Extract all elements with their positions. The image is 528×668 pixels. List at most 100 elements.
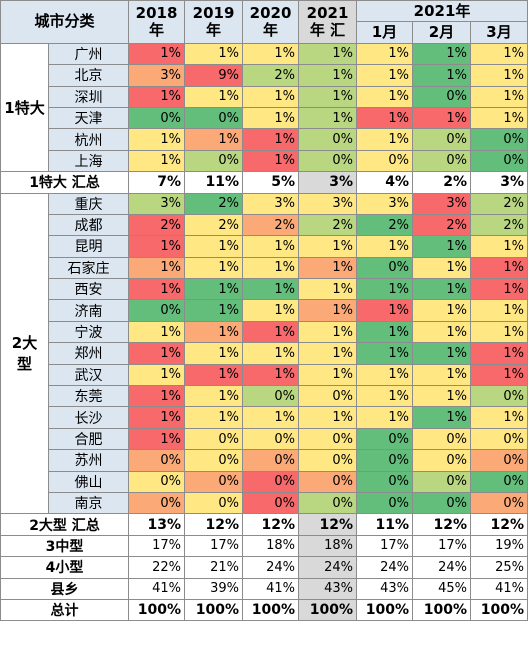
value-cell: 1% — [356, 385, 414, 408]
value-cell: 17% — [128, 534, 186, 558]
value-cell: 41% — [470, 577, 528, 600]
value-cell: 1% — [412, 320, 472, 344]
value-cell: 1% — [184, 342, 244, 365]
value-cell: 18% — [242, 534, 300, 558]
value-cell: 1% — [128, 149, 186, 173]
value-cell: 1% — [412, 406, 472, 429]
value-cell: 1% — [412, 64, 472, 87]
value-cell: 1% — [298, 64, 358, 87]
value-cell: 1% — [356, 106, 414, 130]
value-cell: 1% — [356, 406, 414, 429]
value-cell: 1% — [184, 406, 244, 429]
value-cell: 5% — [242, 171, 300, 194]
subtotal-label: 1特大 汇总 — [0, 171, 130, 194]
value-cell: 1% — [128, 385, 186, 408]
value-cell: 1% — [298, 320, 358, 344]
header-cell: 2020 年 — [242, 0, 300, 44]
value-cell: 1% — [128, 363, 186, 387]
summary-row: 3中型 17% 17% 18% 18% 17% 17% 19% — [0, 534, 528, 558]
value-cell: 1% — [184, 299, 244, 322]
heatmap-table: 城市分类 2018 年 2019 年 2020 年 2021 年 汇 2021年 1月 2月 3… — [0, 0, 528, 622]
value-cell: 12% — [412, 513, 472, 536]
subtotal-row: 1特大 汇总 7% 11% 5% 3% 4% 2% 3% — [0, 171, 528, 194]
group-label: 1特大 — [0, 42, 49, 173]
city-label: 上海 — [47, 149, 130, 173]
value-cell: 3% — [412, 192, 472, 215]
city-label: 西安 — [47, 278, 130, 301]
value-cell: 13% — [128, 513, 186, 536]
city-label: 郑州 — [47, 342, 130, 365]
value-cell: 1% — [184, 320, 244, 344]
value-cell: 0% — [470, 128, 528, 151]
value-cell: 0% — [412, 470, 472, 493]
city-label: 济南 — [47, 299, 130, 322]
city-label: 武汉 — [47, 363, 130, 387]
value-cell: 1% — [470, 42, 528, 66]
value-cell: 41% — [242, 577, 300, 600]
value-cell: 1% — [470, 299, 528, 322]
value-cell: 1% — [298, 85, 358, 108]
value-cell: 1% — [184, 42, 244, 66]
value-cell: 0% — [412, 128, 472, 151]
group-label: 2大 型 — [0, 192, 49, 515]
summary-label: 3中型 — [0, 534, 130, 558]
subtotal-row: 2大型 汇总 13% 12% 12% 12% 11% 12% 12% — [0, 513, 528, 536]
data-row: 北京 3% 9% 2% 1% 1% 1% 1% — [1, 64, 528, 87]
value-cell: 0% — [128, 449, 186, 472]
value-cell: 0% — [242, 385, 300, 408]
data-row: 东莞 1% 1% 0% 0% 1% 1% 0% — [1, 385, 528, 408]
value-cell: 1% — [470, 256, 528, 280]
city-label: 昆明 — [47, 235, 130, 258]
value-cell: 1% — [128, 85, 186, 108]
value-cell: 41% — [128, 577, 186, 600]
value-cell: 1% — [242, 149, 300, 173]
value-cell: 3% — [470, 171, 528, 194]
city-label: 杭州 — [47, 128, 130, 151]
data-row: 长沙 1% 1% 1% 1% 1% 1% 1% — [1, 406, 528, 429]
value-cell: 9% — [184, 64, 244, 87]
value-cell: 0% — [242, 470, 300, 493]
value-cell: 1% — [242, 299, 300, 322]
value-cell: 1% — [470, 363, 528, 387]
value-cell: 7% — [128, 171, 186, 194]
value-cell: 1% — [356, 299, 414, 322]
value-cell: 100% — [356, 598, 414, 622]
value-cell: 1% — [298, 406, 358, 429]
header-row: 1月 2月 3月 — [1, 21, 528, 44]
value-cell: 1% — [242, 406, 300, 429]
city-label: 重庆 — [47, 192, 130, 215]
value-cell: 100% — [412, 598, 472, 622]
value-cell: 1% — [298, 299, 358, 322]
value-cell: 1% — [242, 106, 300, 130]
value-cell: 0% — [184, 449, 244, 472]
value-cell: 3% — [128, 64, 186, 87]
header-row: 城市分类 2018 年 2019 年 2020 年 2021 年 汇 2021年 — [0, 0, 528, 44]
value-cell: 1% — [242, 342, 300, 365]
value-cell: 24% — [298, 556, 358, 579]
value-cell: 1% — [298, 235, 358, 258]
city-label: 北京 — [47, 64, 130, 87]
value-cell: 1% — [242, 320, 300, 344]
value-cell: 0% — [470, 149, 528, 173]
value-cell: 0% — [242, 427, 300, 451]
value-cell: 0% — [298, 470, 358, 493]
data-row: 苏州 0% 0% 0% 0% 0% 0% 0% — [1, 449, 528, 472]
value-cell: 2% — [242, 64, 300, 87]
value-cell: 18% — [298, 534, 358, 558]
value-cell: 1% — [356, 128, 414, 151]
value-cell: 1% — [470, 320, 528, 344]
summary-row: 4小型 22% 21% 24% 24% 24% 24% 25% — [0, 556, 528, 579]
value-cell: 1% — [412, 299, 472, 322]
subtotal-label: 2大型 汇总 — [0, 513, 130, 536]
value-cell: 1% — [128, 278, 186, 301]
data-row: 郑州 1% 1% 1% 1% 1% 1% 1% — [1, 342, 528, 365]
summary-label: 总计 — [0, 598, 130, 622]
value-cell: 0% — [356, 149, 414, 173]
value-cell: 1% — [242, 278, 300, 301]
city-label: 石家庄 — [47, 256, 130, 280]
data-row: 石家庄 1% 1% 1% 1% 0% 1% 1% — [1, 256, 528, 280]
value-cell: 1% — [298, 363, 358, 387]
value-cell: 0% — [470, 449, 528, 472]
value-cell: 1% — [356, 85, 414, 108]
